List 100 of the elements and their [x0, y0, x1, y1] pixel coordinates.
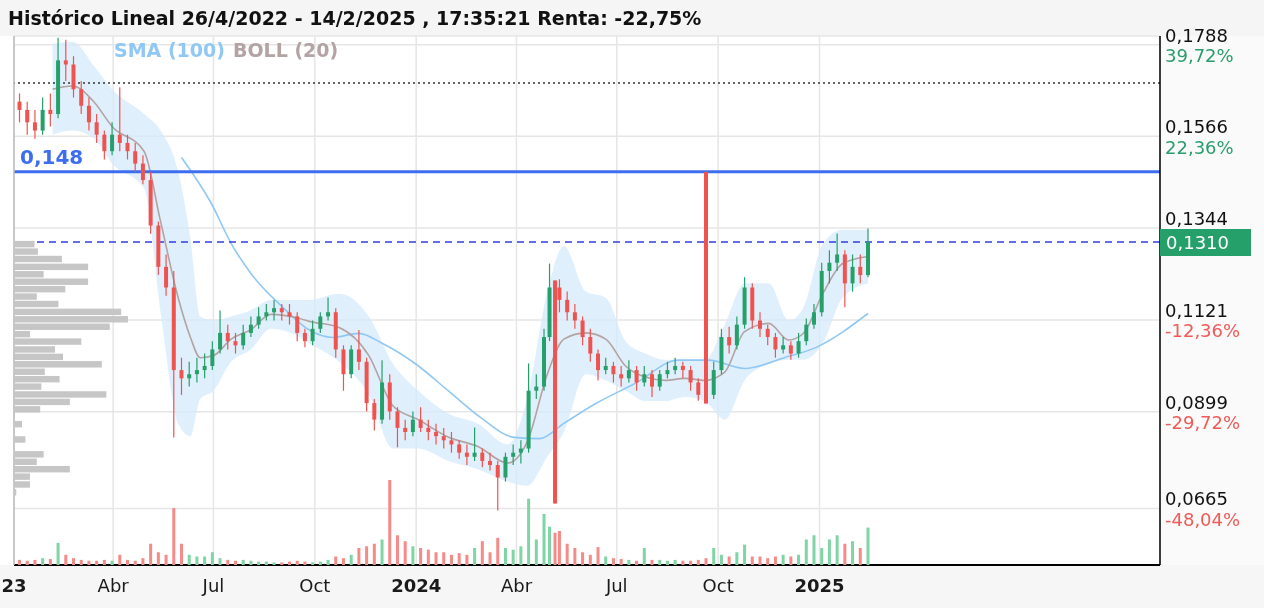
bar [473, 548, 477, 565]
bar [79, 559, 83, 565]
bar [851, 541, 855, 565]
bar [650, 559, 654, 565]
bar [719, 554, 723, 565]
bar [341, 558, 345, 565]
bar [434, 552, 438, 565]
x-tick-label: Jul [201, 575, 225, 596]
bar [704, 558, 708, 565]
bar [542, 514, 546, 565]
bar [457, 553, 461, 565]
bar [553, 532, 557, 565]
bar [557, 531, 561, 565]
bar [156, 552, 160, 565]
x-tick-label: Abr [97, 575, 130, 596]
bar [503, 548, 507, 565]
bar [102, 559, 106, 565]
bar [758, 556, 762, 565]
y2-tick-label: -48,04% [1165, 508, 1241, 530]
y-tick-label: 0,1121 [1165, 300, 1228, 322]
bar [866, 527, 870, 565]
x-tick-label: Oct [702, 575, 734, 596]
bar [858, 548, 862, 565]
bar [511, 549, 515, 565]
bar [48, 559, 52, 565]
text: BOLL (20) [232, 39, 339, 61]
bar [627, 559, 631, 565]
bar [527, 498, 531, 565]
bar [149, 543, 153, 565]
y-tick-label: 0,1788 [1165, 24, 1228, 46]
bar [596, 547, 600, 565]
y2-tick-label: -29,72% [1165, 411, 1241, 433]
bar [681, 560, 685, 565]
bar [635, 560, 639, 565]
bar [743, 544, 747, 565]
bar [365, 546, 369, 565]
x-tick-label: Abr [500, 575, 533, 596]
bar [287, 561, 291, 565]
y2-tick-label: 39,72% [1165, 44, 1234, 66]
y2-tick-label: -12,36% [1165, 319, 1241, 341]
bar [241, 559, 245, 565]
y2-tick-label: 22,36% [1165, 136, 1234, 158]
bar [25, 560, 29, 565]
bar [642, 548, 646, 565]
bar [449, 554, 453, 565]
bar [804, 539, 808, 565]
bar [403, 541, 407, 565]
bar [534, 539, 538, 565]
bar [727, 556, 731, 565]
bar [87, 560, 91, 565]
bar [110, 560, 114, 565]
bar [835, 535, 839, 565]
bar [395, 535, 399, 565]
ref-line-label: 0,148 [20, 144, 84, 169]
bar [380, 539, 384, 565]
bar [712, 548, 716, 565]
bar [372, 543, 376, 565]
bar [488, 552, 492, 565]
bar [210, 552, 214, 565]
bar [611, 558, 615, 565]
bar [689, 560, 693, 565]
bar [573, 548, 577, 565]
y-tick-label: 0,0665 [1165, 488, 1228, 510]
bar [249, 560, 253, 565]
bar [95, 560, 99, 565]
bar [133, 560, 137, 565]
bar [619, 559, 623, 565]
bar [388, 480, 392, 565]
bar [357, 548, 361, 565]
bar [843, 543, 847, 565]
bar [665, 560, 669, 565]
bar [735, 552, 739, 565]
bar [257, 561, 261, 565]
x-tick-label: Oct [299, 575, 331, 596]
bar [773, 556, 777, 565]
x-tick-label: 23 [1, 575, 27, 596]
bar [781, 554, 785, 565]
bar [480, 541, 484, 565]
bar [41, 558, 45, 565]
bar [164, 554, 168, 565]
bar [187, 554, 191, 565]
x-tick-label: 2025 [794, 575, 845, 596]
bar [233, 560, 237, 565]
bar [419, 548, 423, 565]
bar [411, 546, 415, 565]
chart-title: Histórico Lineal 26/4/2022 - 14/2/2025 , 17:35:21 Renta: -22,75% [8, 6, 702, 31]
bar [311, 562, 315, 565]
bar [226, 559, 230, 565]
bar [264, 561, 268, 565]
bar [303, 561, 307, 565]
bar [280, 562, 284, 565]
bar [426, 549, 430, 565]
bar [465, 554, 469, 565]
bar [581, 552, 585, 565]
bar [326, 559, 330, 565]
bar [442, 552, 446, 565]
bar [496, 537, 500, 565]
bar [797, 554, 801, 565]
bar [750, 556, 754, 565]
bar [519, 546, 523, 565]
